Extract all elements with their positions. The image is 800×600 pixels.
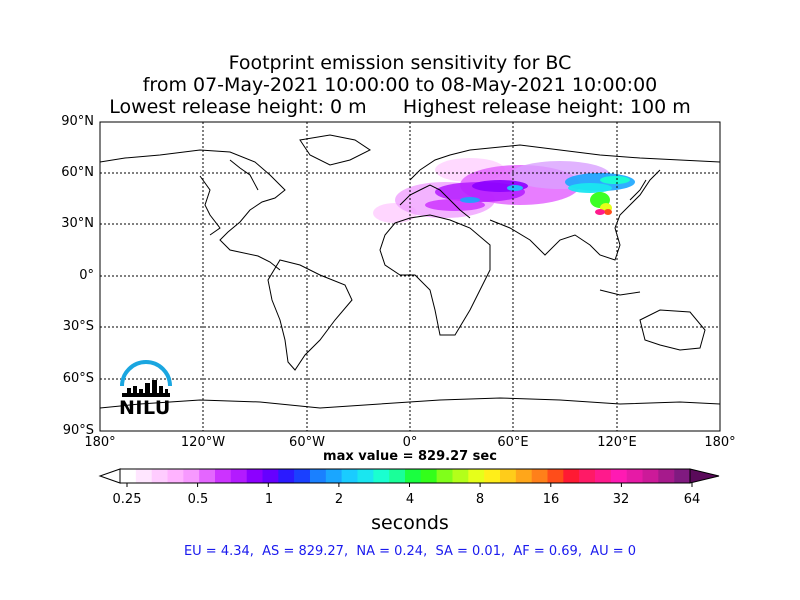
nilu-logo-skyline [122, 380, 170, 397]
colorbar-tick-label: 64 [683, 492, 701, 507]
colorbar-ticks [126, 483, 693, 487]
colorbar-cell [341, 469, 358, 483]
colorbar-cell [183, 469, 200, 483]
lat-label: 60°N [61, 165, 94, 180]
map-frame [99, 121, 721, 432]
lon-label: 120°W [180, 435, 226, 450]
colorbar-unit-label: seconds [371, 512, 449, 534]
max-value-label: max value = 829.27 sec [323, 449, 497, 464]
colorbar-tick-label: 0.5 [187, 492, 209, 507]
lat-label: 0° [79, 268, 94, 283]
lat-label: 30°N [61, 216, 94, 231]
lon-label: 180° [704, 435, 736, 450]
lat-label: 90°N [61, 114, 94, 129]
nilu-logo-arc [120, 360, 172, 387]
colorbar-cell [230, 469, 247, 483]
colorbar-cell [405, 469, 422, 483]
map-title-line-3: Lowest release height: 0 m Highest relea… [109, 96, 691, 118]
map-title-line-1: Footprint emission sensitivity for BC [228, 52, 572, 74]
colorbar-cell [436, 469, 453, 483]
nilu-logo-text: NILU [119, 397, 171, 419]
colorbar-cell [135, 469, 152, 483]
colorbar-cell [310, 469, 327, 483]
colorbar-cell [674, 469, 691, 483]
colorbar-cell [642, 469, 659, 483]
colorbar-cell [246, 469, 263, 483]
colorbar-tick-label: 1 [264, 492, 274, 507]
lon-label: 120°E [597, 435, 637, 450]
lon-label: 0° [402, 435, 418, 450]
colorbar-cell [579, 469, 596, 483]
colorbar-tick-label: 2 [334, 492, 344, 507]
colorbar-cell [120, 469, 137, 483]
lat-label: 30°S [62, 319, 94, 334]
lon-label: 180° [84, 435, 116, 450]
colorbar-max-arrow [689, 468, 720, 484]
colorbar-cell [357, 469, 374, 483]
colorbar-cell [420, 469, 437, 483]
colorbar-tick-label: 32 [612, 492, 630, 507]
colorbar-cells [120, 469, 691, 483]
map-title-line-2: from 07-May-2021 10:00:00 to 08-May-2021… [142, 74, 658, 96]
map-area [100, 122, 720, 431]
colorbar [98, 468, 720, 487]
colorbar-cell [199, 469, 216, 483]
lat-label: 90°S [62, 423, 94, 438]
colorbar-cell [389, 469, 406, 483]
lon-label: 60°E [497, 435, 529, 450]
colorbar-cell [515, 469, 532, 483]
region-stats: EU = 4.34, AS = 829.27, NA = 0.24, SA = … [183, 544, 637, 559]
colorbar-tick-label: 16 [542, 492, 560, 507]
colorbar-cell [215, 469, 232, 483]
colorbar-cell [167, 469, 184, 483]
colorbar-cell [452, 469, 469, 483]
colorbar-cell [626, 469, 643, 483]
colorbar-cell [325, 469, 342, 483]
colorbar-cell [373, 469, 390, 483]
colorbar-cell [610, 469, 627, 483]
colorbar-cell [595, 469, 612, 483]
colorbar-cell [531, 469, 548, 483]
colorbar-tick-label: 0.25 [112, 492, 142, 507]
footprint-plume [373, 158, 635, 223]
colorbar-cell [500, 469, 517, 483]
colorbar-cell [294, 469, 311, 483]
colorbar-cell [151, 469, 168, 483]
colorbar-tick-label: 4 [405, 492, 415, 507]
colorbar-cell [484, 469, 501, 483]
graticule [100, 122, 720, 431]
colorbar-tick-label: 8 [475, 492, 485, 507]
lon-label: 60°W [289, 435, 325, 450]
colorbar-cell [658, 469, 675, 483]
colorbar-cell [278, 469, 295, 483]
nilu-logo [120, 360, 172, 397]
colorbar-cell [547, 469, 564, 483]
colorbar-cell [563, 469, 580, 483]
colorbar-min-arrow [98, 468, 121, 484]
colorbar-frame [119, 468, 691, 484]
colorbar-cell [262, 469, 279, 483]
colorbar-cell [468, 469, 485, 483]
lat-label: 60°S [62, 371, 94, 386]
